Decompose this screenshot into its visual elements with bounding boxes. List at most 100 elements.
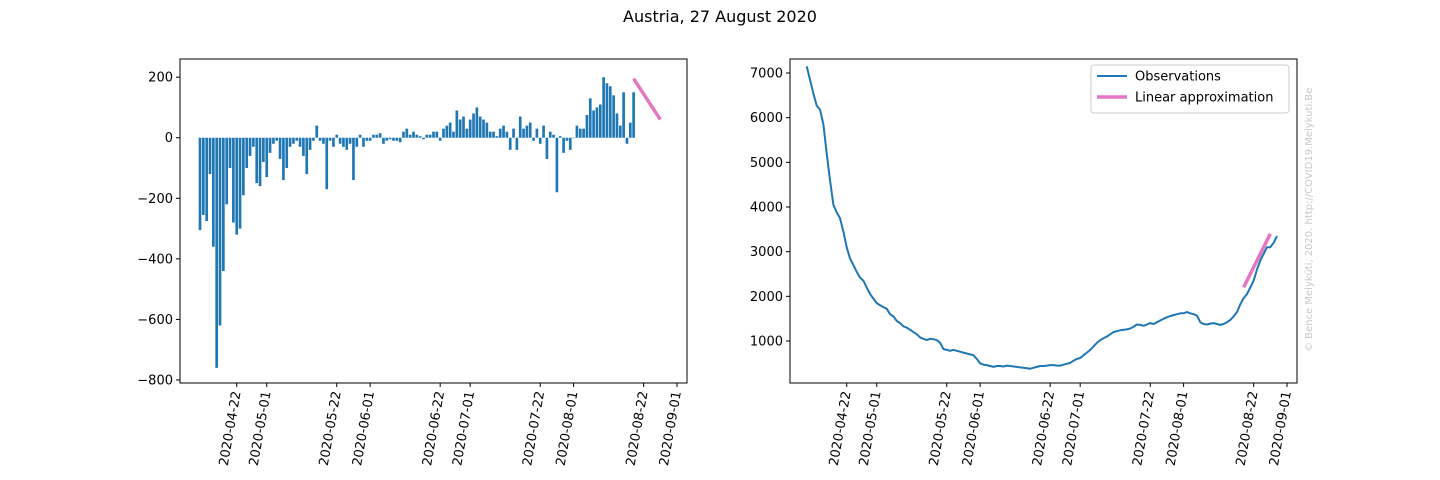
bar — [468, 119, 472, 138]
bar — [398, 137, 402, 143]
bar — [555, 137, 559, 193]
bar — [408, 134, 412, 138]
bar — [452, 131, 455, 138]
legend-box — [1090, 64, 1290, 114]
y-tick-label: −400 — [137, 252, 173, 267]
bar — [445, 125, 449, 138]
bar — [512, 128, 515, 138]
figure-title: Austria, 27 August 2020 — [623, 7, 817, 26]
bar — [222, 137, 225, 271]
bar — [588, 98, 592, 138]
y-tick-label: 3000 — [750, 245, 783, 260]
bar — [268, 137, 272, 153]
bar — [532, 137, 535, 141]
x-tick-label: 2020-06-22 — [420, 390, 448, 467]
x-tick-label: 2020-08-01 — [554, 390, 582, 467]
bar — [448, 122, 452, 138]
bar — [605, 83, 609, 138]
bar — [218, 137, 222, 326]
bar — [492, 131, 495, 138]
bar — [235, 137, 239, 235]
bar — [592, 110, 595, 138]
legend-observations-label: Observations — [1135, 70, 1221, 85]
bar — [205, 137, 209, 221]
x-tick-label: 2020-07-22 — [520, 390, 548, 467]
bar — [232, 137, 235, 223]
bar — [442, 128, 445, 138]
credit-watermark: © Bence Melykúti, 2020. http://COVID19.M… — [1303, 88, 1315, 352]
bar — [595, 107, 599, 138]
x-tick-label: 2020-05-22 — [927, 390, 955, 467]
x-tick-label: 2020-04-22 — [217, 390, 245, 467]
bar — [552, 134, 555, 138]
bar — [298, 137, 302, 147]
bar — [502, 125, 505, 138]
bar — [495, 136, 499, 138]
bar — [252, 137, 255, 147]
bar — [345, 137, 349, 150]
x-tick-label: 2020-06-01 — [350, 390, 378, 467]
y-tick-label: 4000 — [750, 201, 783, 216]
bar — [575, 125, 579, 138]
x-tick-label: 2020-08-01 — [1164, 390, 1192, 467]
bar — [568, 137, 572, 150]
bar — [505, 131, 509, 138]
x-tick-label: 2020-07-01 — [1060, 390, 1088, 467]
bar — [518, 116, 522, 138]
bar — [475, 107, 479, 138]
bar — [578, 128, 582, 138]
bar — [625, 137, 629, 144]
bar — [465, 128, 469, 138]
bar — [415, 134, 419, 138]
observations-line — [805, 66, 1278, 370]
bar — [342, 137, 345, 147]
bar — [608, 86, 612, 138]
legend-linear-label: Linear approximation — [1135, 91, 1273, 106]
bar — [458, 119, 462, 138]
bar — [365, 137, 369, 141]
bar — [525, 125, 529, 138]
bar — [332, 137, 335, 147]
bar — [425, 134, 429, 138]
bar — [305, 137, 309, 175]
bar — [245, 137, 249, 169]
bar — [312, 137, 315, 141]
bar — [242, 137, 245, 196]
y-tick-label: 200 — [148, 71, 173, 86]
bar — [355, 137, 359, 147]
y-tick-label: −800 — [137, 373, 173, 388]
y-tick-label: 1000 — [750, 335, 783, 350]
bar — [438, 137, 442, 141]
bar — [632, 92, 635, 138]
x-tick-label: 2020-06-22 — [1030, 390, 1058, 467]
bar — [208, 137, 212, 175]
bar — [435, 131, 439, 138]
bar — [508, 137, 512, 150]
bar — [225, 137, 229, 205]
y-tick-label: 2000 — [750, 290, 783, 305]
bar — [462, 116, 465, 138]
bar — [378, 133, 382, 138]
bar — [292, 137, 295, 144]
bar — [432, 131, 435, 138]
x-tick-label: 2020-05-22 — [317, 390, 345, 467]
bar — [322, 137, 325, 144]
linear-approximation-line — [632, 77, 662, 121]
bar — [538, 137, 542, 144]
bar — [615, 113, 619, 138]
legend: Observations Linear approximation — [1090, 64, 1290, 114]
bar — [412, 131, 415, 138]
bar — [358, 134, 362, 138]
x-tick-label: 2020-09-01 — [657, 390, 685, 467]
bar — [275, 137, 279, 141]
x-tick-label: 2020-08-22 — [1234, 390, 1262, 467]
bar — [598, 104, 602, 138]
bar — [238, 137, 242, 229]
bar — [308, 137, 312, 150]
bar — [325, 137, 329, 190]
bar — [348, 137, 352, 144]
y-tick-label: −200 — [137, 192, 173, 207]
bar — [262, 137, 265, 162]
bar — [582, 128, 585, 138]
